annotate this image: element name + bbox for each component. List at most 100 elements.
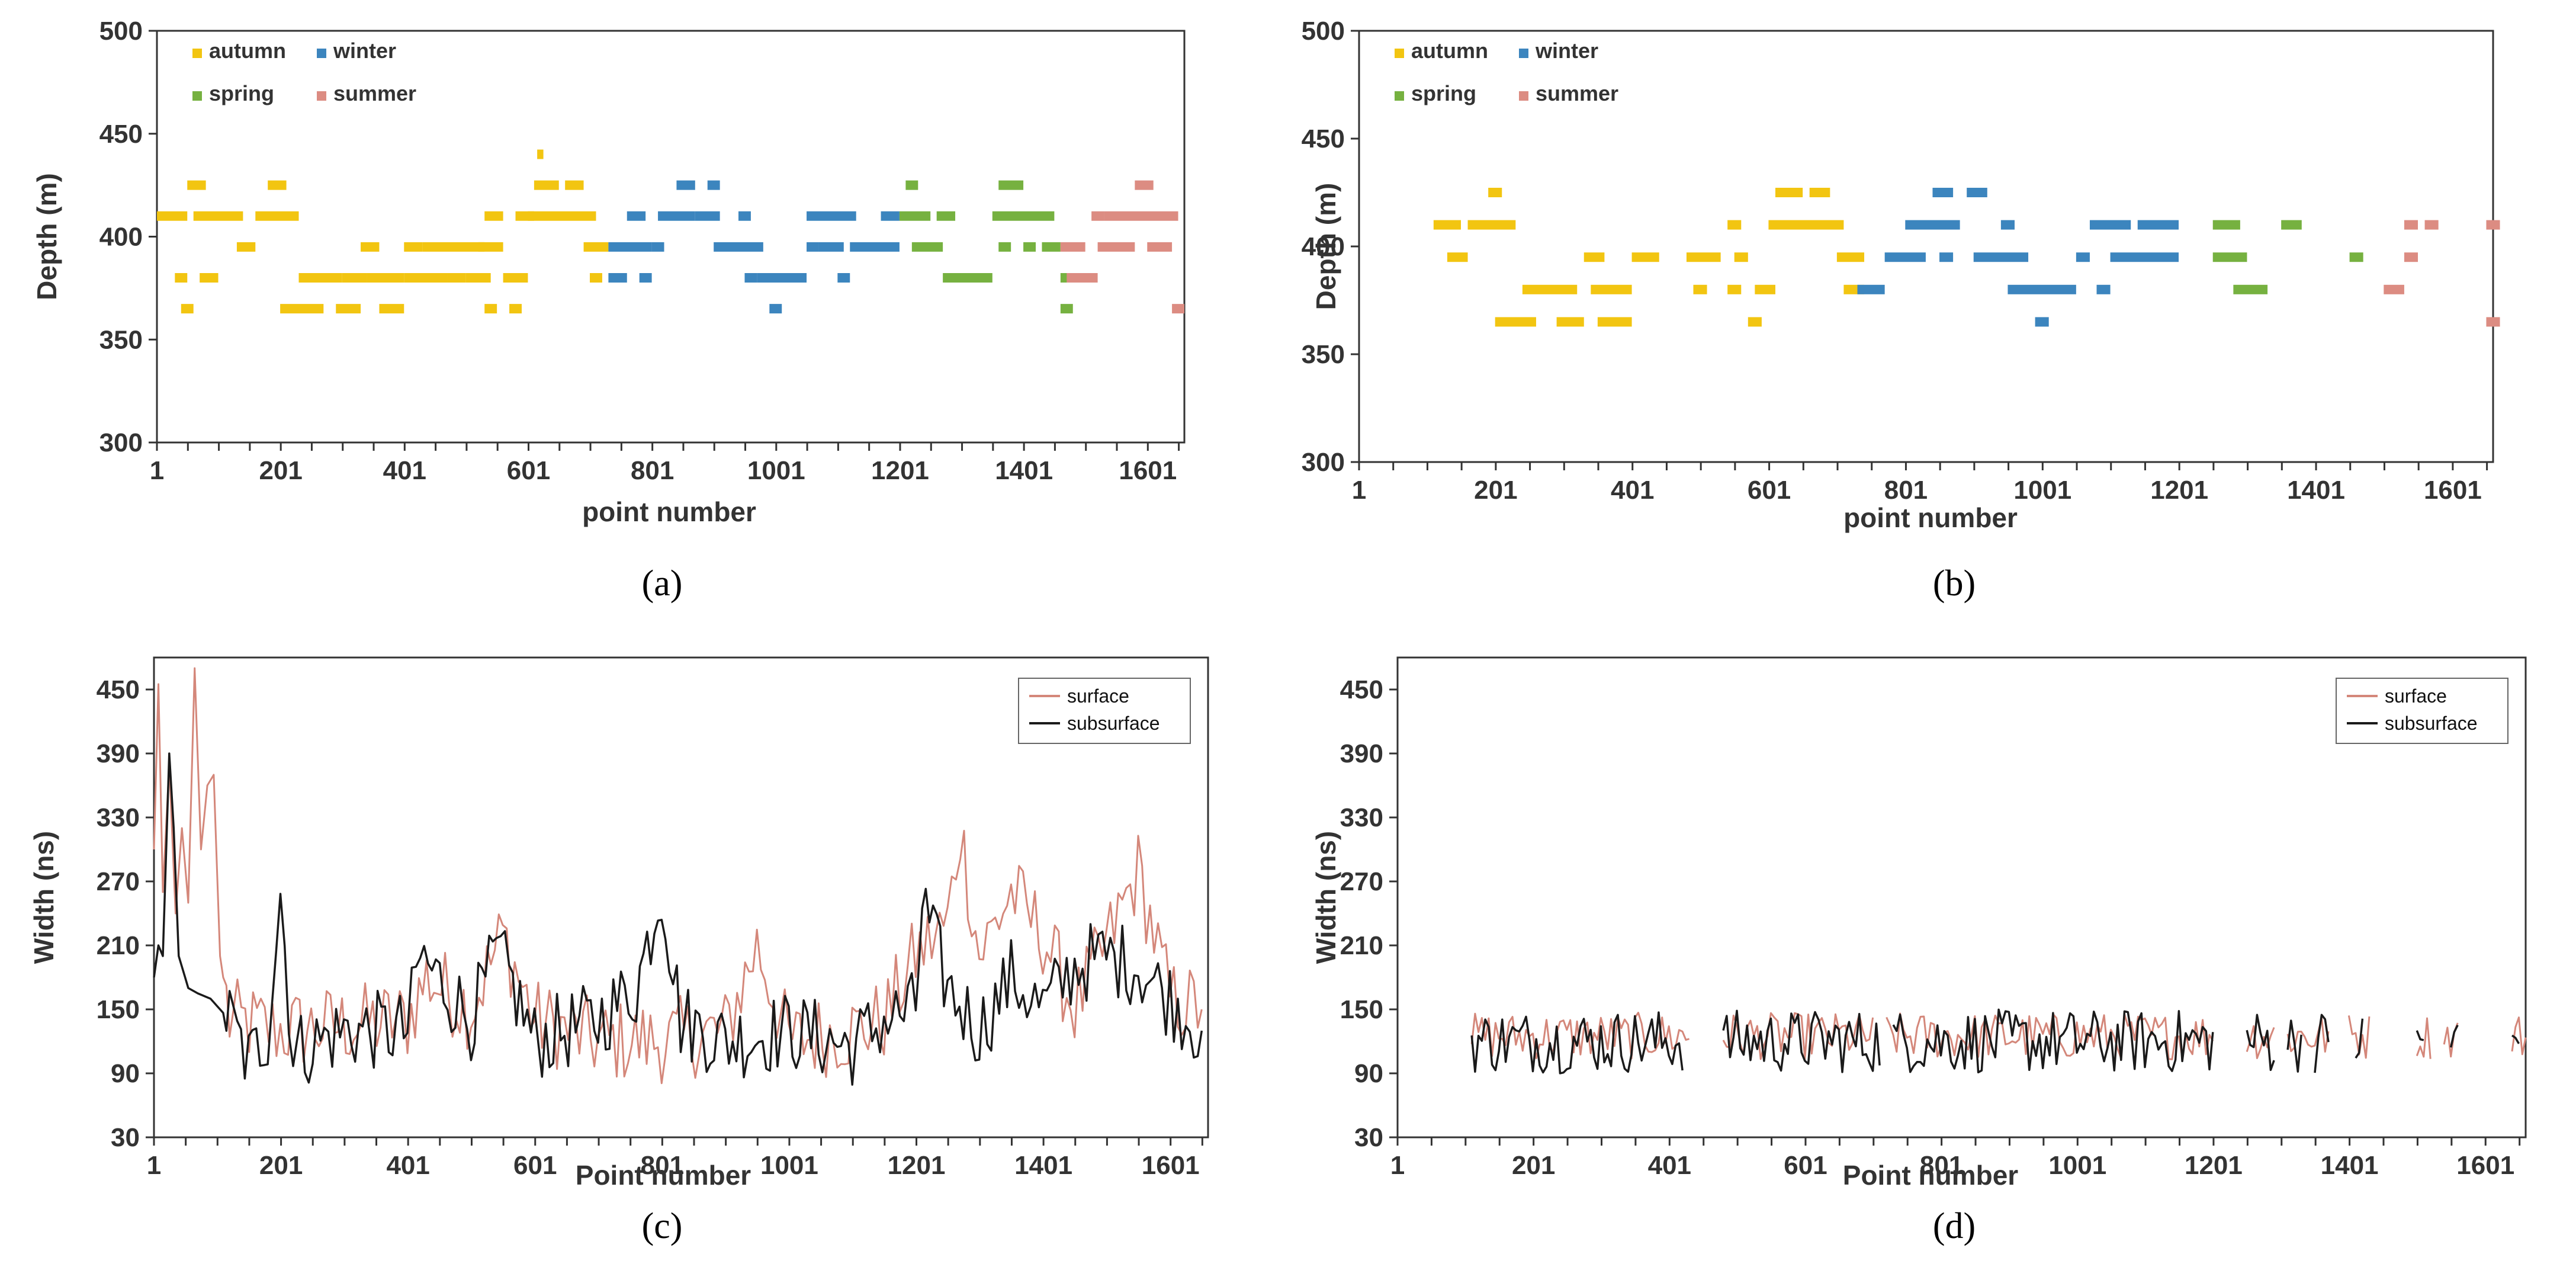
legend-box-d <box>2336 678 2508 744</box>
plot-area-b <box>1358 30 2494 463</box>
legend-swatch-winter <box>1519 49 1528 58</box>
data-mark-autumn <box>1447 252 1468 262</box>
data-mark-summer <box>2424 220 2439 230</box>
data-mark-autumn <box>1809 188 1830 197</box>
data-mark-autumn <box>1556 317 1584 327</box>
data-mark-autumn <box>1597 317 1632 327</box>
data-mark-winter <box>2137 220 2179 230</box>
data-mark-autumn <box>1768 220 1844 230</box>
y-tick-label-b: 300 <box>1302 448 1345 477</box>
legend-label-surface: surface <box>2385 685 2447 707</box>
data-mark-spring <box>961 273 993 283</box>
y-tick-label-c: 30 <box>111 1123 140 1152</box>
data-mark-autumn <box>1433 220 1461 230</box>
data-mark-spring <box>2281 220 2302 230</box>
legend-swatch-autumn <box>1395 49 1404 58</box>
data-mark-winter <box>769 304 782 314</box>
data-mark-autumn <box>1727 284 1742 294</box>
series-line-surface <box>2511 1016 2527 1056</box>
data-mark-winter <box>707 180 720 190</box>
x-tick-label-b: 201 <box>1474 476 1517 505</box>
y-tick-label-d: 390 <box>1340 739 1383 768</box>
series-line-subsurface <box>153 752 1203 1086</box>
data-mark-winter <box>1905 220 1960 230</box>
caption-d: (d) <box>1932 1206 1976 1246</box>
data-mark-autumn <box>583 242 609 252</box>
series-line-subsurface <box>1470 1011 1684 1075</box>
series-line-subsurface <box>2416 1030 2424 1041</box>
data-mark-spring <box>992 211 1055 221</box>
x-tick-label-b: 601 <box>1748 476 1791 505</box>
y-tick-label-c: 270 <box>97 867 140 896</box>
x-tick-label-b: 1001 <box>2013 476 2071 505</box>
series-line-subsurface <box>2449 1024 2459 1048</box>
legend-box-c <box>1018 678 1191 744</box>
caption-b: (b) <box>1932 563 1976 604</box>
data-mark-autumn <box>1591 284 1632 294</box>
data-mark-winter <box>1939 252 1954 262</box>
data-mark-spring <box>936 211 956 221</box>
x-tick-label-c: 1001 <box>760 1151 818 1180</box>
data-mark-spring <box>2349 252 2363 262</box>
data-mark-winter <box>651 242 664 252</box>
chart-a-svg: 1 201 401 601 801 1001 1201 1401 160130035040045… <box>31 17 1186 527</box>
y-tick-label-a: 500 <box>99 17 143 46</box>
x-tick-label-d: 1 <box>1390 1151 1405 1180</box>
series-line-subsurface <box>2314 1014 2330 1073</box>
x-tick-label-a: 1001 <box>747 456 805 485</box>
data-mark-autumn <box>280 304 324 314</box>
legend-swatch-spring <box>192 91 202 101</box>
data-mark-autumn <box>298 273 342 283</box>
x-tick-label-a: 1401 <box>995 456 1053 485</box>
data-mark-autumn <box>534 180 559 190</box>
data-mark-summer <box>1067 273 1098 283</box>
series-line-subsurface <box>1722 1009 1881 1073</box>
data-mark-autumn <box>342 273 367 283</box>
data-mark-winter <box>639 273 652 283</box>
y-tick-label-c: 390 <box>97 739 140 768</box>
data-mark-winter <box>2110 252 2179 262</box>
y-tick-label-d: 210 <box>1340 931 1383 960</box>
series-line-surface <box>1470 1012 1690 1060</box>
data-mark-spring <box>1042 242 1061 252</box>
data-mark-autumn <box>236 242 256 252</box>
x-tick-label-b: 801 <box>1884 476 1928 505</box>
data-mark-spring <box>998 242 1011 252</box>
y-axis-title-d: Width (ns) <box>1311 831 1341 964</box>
data-mark-autumn <box>1755 284 1775 294</box>
y-tick-label-b: 400 <box>1302 232 1345 261</box>
data-mark-summer <box>1060 242 1085 252</box>
y-tick-label-b: 450 <box>1302 124 1345 153</box>
data-mark-summer <box>1135 180 1154 190</box>
y-tick-label-a: 300 <box>99 428 143 457</box>
data-mark-winter <box>850 242 900 252</box>
x-tick-label-c: 1201 <box>888 1151 946 1180</box>
series-line-subsurface <box>2286 1019 2302 1073</box>
x-tick-label-b: 1401 <box>2287 476 2345 505</box>
data-mark-winter <box>1884 252 1926 262</box>
data-mark-summer <box>1097 242 1135 252</box>
data-mark-autumn <box>361 242 380 252</box>
data-mark-spring <box>998 180 1024 190</box>
data-mark-autumn <box>157 211 188 221</box>
legend-label-surface: surface <box>1067 685 1129 707</box>
data-mark-autumn <box>1693 284 1707 294</box>
x-tick-label-c: 1601 <box>1142 1151 1200 1180</box>
data-mark-autumn <box>367 273 404 283</box>
y-tick-label-d: 330 <box>1340 803 1383 832</box>
legend-swatch-spring <box>1395 91 1404 101</box>
data-mark-winter <box>757 273 807 283</box>
y-tick-label-d: 150 <box>1340 995 1383 1024</box>
data-mark-winter <box>1857 284 1885 294</box>
data-mark-autumn <box>1748 317 1762 327</box>
data-mark-winter <box>1973 252 2029 262</box>
data-mark-autumn <box>528 211 596 221</box>
y-tick-label-d: 450 <box>1340 675 1383 704</box>
data-mark-summer <box>2404 220 2418 230</box>
data-mark-winter <box>2096 284 2111 294</box>
series-line-subsurface <box>1892 1008 2214 1074</box>
data-mark-autumn <box>175 273 188 283</box>
x-tick-label-a: 401 <box>383 456 426 485</box>
data-mark-winter <box>881 211 900 221</box>
x-tick-label-d: 601 <box>1784 1151 1827 1180</box>
